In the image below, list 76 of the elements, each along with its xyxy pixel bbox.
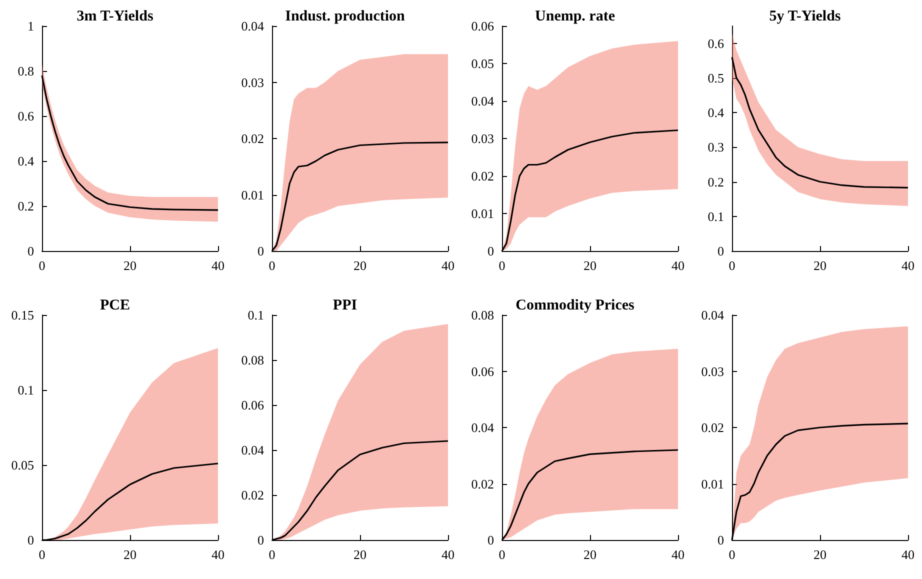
x-tick-label: 0 xyxy=(498,547,506,562)
x-tick-label: 20 xyxy=(124,258,136,273)
chart-title: Commodity Prices xyxy=(516,298,635,314)
y-tick-label: 0.1 xyxy=(708,208,724,224)
y-tick-label: 0.1 xyxy=(18,382,34,398)
chart-title: Unemp. rate xyxy=(535,8,616,24)
y-tick-label: 0.1 xyxy=(248,308,264,322)
y-tick-label: 0.8 xyxy=(18,64,34,78)
y-tick-label: 0 xyxy=(488,244,494,258)
x-tick-label: 20 xyxy=(814,258,826,273)
y-tick-label: 0.6 xyxy=(18,108,34,124)
y-tick-label: 0.4 xyxy=(18,154,34,168)
y-tick-label: 0.03 xyxy=(241,74,264,90)
x-tick-label: 0 xyxy=(38,258,46,273)
y-tick-label: 0.02 xyxy=(701,420,724,435)
x-tick-label: 40 xyxy=(442,258,454,273)
y-tick-label: 0.01 xyxy=(701,476,724,492)
x-tick-label: 40 xyxy=(212,258,224,273)
y-tick-label: 0.3 xyxy=(708,140,724,155)
x-tick-label: 20 xyxy=(124,547,136,562)
y-tick-label: 0.05 xyxy=(471,56,494,71)
x-tick-label: 40 xyxy=(902,258,914,273)
y-tick-label: 0 xyxy=(718,532,724,548)
y-tick-label: 0 xyxy=(258,532,264,548)
x-tick-label: 0 xyxy=(728,547,736,562)
x-tick-label: 20 xyxy=(354,258,366,273)
y-tick-label: 0 xyxy=(718,244,724,258)
x-tick-label: 0 xyxy=(268,547,276,562)
y-tick-label: 0.04 xyxy=(471,420,494,435)
x-tick-label: 0 xyxy=(498,258,506,273)
x-tick-label: 40 xyxy=(902,547,914,562)
x-tick-label: 0 xyxy=(268,258,276,273)
x-tick-label: 20 xyxy=(814,547,826,562)
y-tick-label: 0.03 xyxy=(471,131,494,146)
y-tick-label: 0.04 xyxy=(471,94,494,108)
y-tick-label: 0.05 xyxy=(11,458,34,472)
x-tick-label: 0 xyxy=(728,258,736,273)
y-tick-label: 0.04 xyxy=(241,18,264,34)
y-tick-label: 0 xyxy=(28,532,34,548)
y-tick-label: 0.08 xyxy=(241,352,264,368)
x-tick-label: 40 xyxy=(212,547,224,562)
y-tick-label: 0.06 xyxy=(471,18,494,34)
y-tick-label: 0.15 xyxy=(11,308,34,322)
y-tick-label: 0.4 xyxy=(708,105,724,120)
y-tick-label: 0.2 xyxy=(18,198,34,214)
y-tick-label: 0.06 xyxy=(241,398,264,412)
x-tick-label: 40 xyxy=(442,547,454,562)
y-tick-label: 0.04 xyxy=(701,308,724,322)
x-tick-label: 20 xyxy=(584,258,596,273)
y-tick-label: 0 xyxy=(488,532,494,548)
chart-title: Indust. production xyxy=(285,8,406,24)
y-tick-label: 0.01 xyxy=(471,206,494,221)
y-tick-label: 0.5 xyxy=(708,70,724,86)
y-tick-label: 0.6 xyxy=(708,36,724,51)
y-tick-label: 0.08 xyxy=(471,308,494,322)
y-tick-label: 0 xyxy=(28,244,34,258)
chart-title: 5y T-Yields xyxy=(769,8,841,24)
y-tick-label: 0.02 xyxy=(241,131,264,146)
y-tick-label: 0.02 xyxy=(471,168,494,184)
y-tick-label: 0.03 xyxy=(701,364,724,379)
y-tick-label: 1 xyxy=(28,18,34,34)
x-tick-label: 40 xyxy=(672,547,684,562)
x-tick-label: 40 xyxy=(672,258,684,273)
y-tick-label: 0.01 xyxy=(241,187,264,202)
y-tick-label: 0 xyxy=(258,244,264,258)
chart-title: PPI xyxy=(332,298,358,314)
x-tick-label: 20 xyxy=(584,547,596,562)
y-tick-label: 0.02 xyxy=(471,476,494,492)
x-tick-label: 20 xyxy=(354,547,366,562)
y-tick-label: 0.06 xyxy=(471,364,494,379)
chart-title: PCE xyxy=(100,298,130,314)
chart-title: 3m T-Yields xyxy=(76,8,154,24)
x-tick-label: 0 xyxy=(38,547,46,562)
y-tick-label: 0.02 xyxy=(241,488,264,502)
y-tick-label: 0.04 xyxy=(241,442,264,458)
y-tick-label: 0.2 xyxy=(708,174,724,190)
